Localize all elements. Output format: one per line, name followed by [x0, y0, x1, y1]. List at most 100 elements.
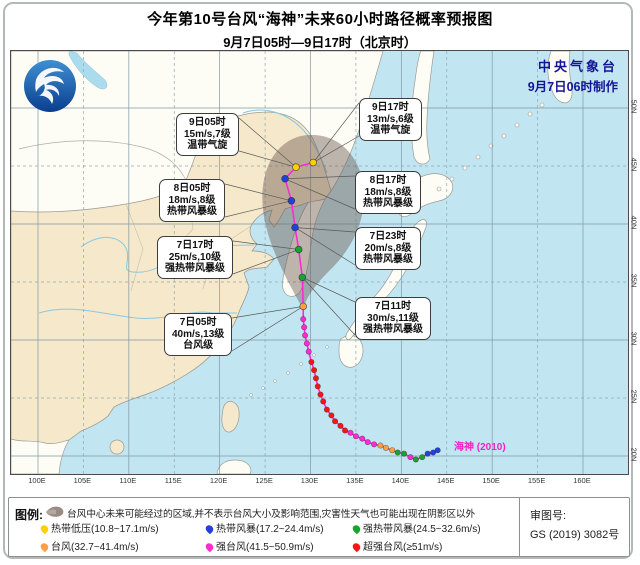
map-canvas: [11, 51, 628, 474]
taiwan-island: [221, 401, 240, 433]
legend-item: 强台风(41.5~50.9m/s): [204, 538, 314, 553]
sty-dot-icon: [204, 541, 215, 553]
review-label: 审图号:: [530, 510, 567, 522]
legend-item: 强热带风暴(24.5~32.6m/s): [351, 520, 481, 535]
legend-item-label: 超强台风(≥51m/s): [363, 542, 443, 553]
lon-tick-label: 125E: [255, 476, 273, 485]
forecast-callout: 9日17时 13m/s,6级 温带气旋: [359, 98, 422, 141]
callout-wind: 20m/s,8级: [364, 242, 412, 254]
callout-time: 8日05时: [173, 183, 211, 194]
callout-wind: 30m/s,11级: [367, 312, 419, 324]
ty-dot-icon: [39, 541, 50, 553]
storm-name-label: 海神 (2010): [454, 442, 506, 453]
forecast-callout: 7日11时 30m/s,11级 强热带风暴级: [355, 297, 431, 340]
outer-frame: [3, 2, 633, 559]
cone-note: 台风中心未来可能经过的区域,并不表示台风大小及影响范围,灾害性天气也可能出现在阴…: [67, 509, 476, 520]
legend-item-label: 热带风暴(17.2~24.4m/s): [216, 524, 324, 535]
callout-wind: 25m/s,10级: [168, 251, 222, 263]
title-block: 今年第10号台风“海神”未来60小时路径概率预报图 9月7日05时—9日17时（…: [0, 8, 640, 51]
latitude-axis: 50N 45N 40N 35N 30N 25N 20N: [628, 50, 640, 473]
kamchatka-peninsula: [547, 51, 573, 104]
callout-category: 台风级: [183, 340, 214, 351]
callout-time: 7日17时: [176, 240, 214, 251]
legend-item-label: 强热带风暴(24.5~32.6m/s): [363, 524, 481, 535]
ts-dot-icon: [204, 523, 215, 535]
lat-tick-label: 50N: [629, 99, 639, 114]
lake-baikal: [68, 51, 108, 90]
forecast-callout: 8日05时 18m/s,8级 热带风暴级: [159, 179, 225, 222]
lon-tick-label: 115E: [164, 476, 182, 485]
forecast-callout: 7日23时 20m/s,8级 热带风暴级: [355, 227, 421, 270]
callout-wind: 13m/s,6级: [367, 113, 414, 125]
lon-tick-label: 135E: [346, 476, 364, 485]
cma-logo-icon: [22, 58, 78, 114]
superty-dot-icon: [351, 541, 362, 553]
agency-watermark: 中央气象台 9月7日06时制作: [528, 56, 618, 95]
callout-category: 温带气旋: [187, 140, 228, 151]
forecast-callout: 7日05时 40m/s,13级 台风级: [164, 313, 233, 356]
lat-tick-label: 45N: [629, 157, 639, 172]
lon-tick-label: 105E: [73, 476, 92, 485]
callout-time: 7日11时: [374, 301, 412, 312]
lon-tick-label: 160E: [573, 476, 591, 485]
lat-tick-label: 20N: [629, 447, 639, 462]
legend-divider: [519, 498, 520, 556]
issue-time: 9月7日06时制作: [527, 80, 618, 94]
lon-tick-label: 155E: [527, 476, 546, 485]
forecast-callout: 8日17时 18m/s,8级 热带风暴级: [355, 171, 421, 214]
page-subtitle: 9月7日05时—9日17时（北京时）: [223, 35, 417, 50]
lon-tick-label: 130E: [300, 476, 319, 485]
forecast-callout: 7日17时 25m/s,10级 强热带风暴级: [157, 236, 233, 279]
callout-wind: 15m/s,7级: [184, 128, 231, 140]
callout-wind: 18m/s,8级: [364, 186, 412, 198]
legend-item-label: 台风(32.7~41.4m/s): [51, 542, 139, 553]
callout-category: 强热带风暴级: [165, 263, 225, 274]
callout-category: 热带风暴级: [363, 254, 413, 265]
mongolia-border: [18, 140, 187, 181]
callout-category: 温带气旋: [370, 125, 411, 136]
sts-dot-icon: [351, 523, 362, 535]
typhoon-track-map: 中央气象台 9月7日06时制作 9日05时 15m/s,7级 温带气旋 9日17…: [10, 50, 629, 475]
legend-title: 图例:: [15, 508, 43, 522]
lon-tick-label: 120E: [209, 476, 228, 485]
legend-item: 台风(32.7~41.4m/s): [39, 538, 139, 553]
callout-time: 9日17时: [372, 102, 409, 113]
legend-item-label: 热带低压(10.8~17.1m/s): [51, 524, 159, 535]
lat-tick-label: 40N: [629, 215, 639, 230]
legend-item: 热带风暴(17.2~24.4m/s): [204, 520, 324, 535]
legend-item-label: 强台风(41.5~50.9m/s): [216, 542, 314, 553]
callout-time: 8日17时: [369, 175, 407, 186]
lat-tick-label: 35N: [629, 273, 639, 288]
ryukyu-islands: [249, 345, 329, 397]
callout-wind: 18m/s,8级: [168, 194, 216, 206]
agency-name: 中央气象台: [537, 59, 618, 74]
legend-item: 超强台风(≥51m/s): [351, 538, 443, 553]
lon-tick-label: 150E: [482, 476, 500, 485]
callout-time: 9日05时: [189, 117, 226, 128]
callout-time: 7日23时: [369, 231, 407, 242]
province-border: [125, 203, 144, 292]
callout-category: 强热带风暴级: [363, 324, 423, 335]
lon-tick-label: 140E: [391, 476, 410, 485]
map-review-number: 审图号: GS (2019) 3082号: [530, 507, 619, 545]
review-number: GS (2019) 3082号: [530, 529, 620, 541]
lon-tick-label: 110E: [119, 476, 137, 485]
typhoon-track-layer: [281, 158, 441, 463]
cone-legend-icon: [46, 506, 64, 517]
legend-box: 图例: 台风中心未来可能经过的区域,并不表示台风大小及影响范围,灾害性天气也可能…: [8, 497, 630, 557]
td-dot-icon: [39, 523, 50, 535]
hainan-island: [109, 439, 125, 455]
callout-category: 热带风暴级: [363, 198, 413, 209]
legend-item: 热带低压(10.8~17.1m/s): [39, 520, 159, 535]
lon-tick-label: 145E: [436, 476, 455, 485]
longitude-axis: 100E 105E 110E 115E 120E 125E 130E 135E 140E 145E…: [10, 475, 627, 487]
callout-time: 7日05时: [179, 317, 217, 328]
callout-category: 热带风暴级: [167, 206, 217, 217]
lon-tick-label: 100E: [28, 476, 46, 485]
yangtze-river: [38, 308, 237, 319]
lat-tick-label: 30N: [629, 331, 639, 346]
lat-tick-label: 25N: [629, 389, 639, 404]
callout-pointer-lines: [224, 102, 360, 352]
page-title: 今年第10号台风“海神”未来60小时路径概率预报图: [147, 11, 493, 28]
